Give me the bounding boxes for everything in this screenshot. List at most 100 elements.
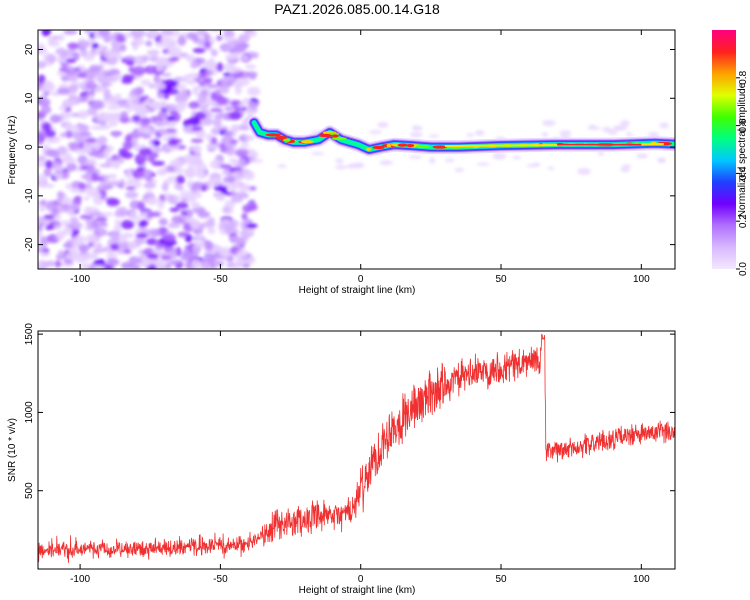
noise-blob (345, 164, 355, 169)
noise-blob (612, 125, 623, 130)
noise-blob (475, 129, 485, 136)
noise-blob (236, 250, 249, 255)
noise-blob (191, 126, 203, 131)
figure-title: PAZ1.2026.085.00.14.G18 (274, 1, 440, 17)
noise-blob (167, 50, 177, 57)
noise-blob (207, 227, 216, 235)
noise-blob (225, 53, 237, 61)
noise-blob (161, 255, 172, 260)
noise-blob (75, 148, 88, 154)
noise-blob (626, 131, 633, 137)
noise-blob (577, 168, 591, 175)
signal-hotspot (397, 143, 408, 147)
noise-blob (155, 41, 169, 48)
noise-blob (109, 179, 121, 187)
noise-blob (241, 212, 248, 221)
noise-blob (49, 114, 61, 124)
x-tick-label: 100 (633, 274, 650, 285)
y-tick-label: 1000 (24, 401, 35, 424)
noise-blob (221, 219, 231, 224)
noise-blob (38, 47, 48, 54)
noise-blob (124, 136, 133, 142)
noise-blob (230, 192, 243, 199)
y-tick-label: 10 (24, 92, 35, 104)
noise-blob (167, 223, 181, 229)
noise-blob (78, 110, 89, 119)
noise-blob (214, 185, 228, 191)
y-tick-label: -20 (24, 237, 35, 252)
x-tick-label: -50 (213, 274, 228, 285)
noise-blob (98, 30, 111, 37)
noise-blob (148, 30, 161, 37)
noise-blob (45, 138, 56, 144)
noise-blob (234, 148, 249, 158)
noise-blob (93, 176, 105, 182)
noise-blob (122, 232, 135, 239)
noise-blob (169, 260, 182, 265)
noise-blob (163, 148, 171, 154)
noise-blob (60, 50, 68, 59)
noise-blob (41, 82, 56, 92)
x-tick-label: -50 (213, 574, 228, 585)
y-tick-label: 0 (24, 144, 35, 150)
noise-blob (60, 200, 70, 205)
noise-blob (233, 125, 240, 130)
noise-blob (66, 162, 77, 172)
noise-blob (63, 100, 76, 107)
spectrogram-signal-trace (247, 115, 675, 157)
noise-blob (233, 265, 241, 269)
noise-blob (243, 30, 255, 34)
noise-blob (228, 158, 239, 163)
noise-blob (99, 221, 107, 227)
noise-blob (92, 244, 100, 249)
noise-blob (107, 120, 119, 127)
noise-blob (38, 225, 44, 232)
noise-blob (125, 191, 139, 199)
y-tick-label: 1500 (24, 323, 35, 346)
noise-blob (85, 206, 99, 213)
noise-blob (157, 128, 168, 136)
noise-blob (112, 132, 120, 138)
noise-blob (103, 88, 111, 98)
noise-blob (659, 122, 670, 129)
noise-blob (222, 46, 235, 51)
noise-blob (59, 132, 68, 138)
noise-blob (209, 108, 223, 113)
noise-blob (139, 144, 147, 149)
noise-blob (124, 181, 136, 186)
x-tick-label: -100 (70, 574, 90, 585)
noise-blob (68, 84, 79, 92)
noise-blob (128, 66, 135, 73)
noise-blob (69, 216, 79, 224)
noise-blob (203, 40, 212, 49)
noise-blob (84, 160, 98, 167)
noise-blob (128, 92, 136, 97)
noise-blob (148, 212, 161, 217)
y-tick-label: -10 (24, 188, 35, 203)
noise-blob (454, 167, 465, 172)
noise-blob (106, 198, 121, 207)
noise-blob (224, 106, 235, 111)
noise-blob (100, 212, 114, 217)
noise-blob (335, 165, 347, 170)
noise-blob (64, 122, 72, 131)
noise-blob (140, 79, 151, 86)
noise-blob (110, 231, 120, 242)
noise-blob (408, 155, 423, 159)
x-tick-label: 50 (495, 274, 507, 285)
noise-blob (547, 166, 555, 170)
signal-hotspot (386, 143, 392, 148)
noise-blob (38, 215, 45, 225)
signal-hotspot (415, 144, 430, 149)
noise-blob (123, 140, 133, 151)
noise-blob (245, 71, 258, 78)
noise-blob (210, 49, 218, 57)
noise-blob (92, 42, 99, 49)
noise-blob (216, 35, 223, 41)
noise-blob (186, 72, 200, 80)
noise-blob (161, 182, 169, 192)
noise-blob (93, 144, 101, 151)
noise-blob (234, 106, 248, 112)
noise-blob (247, 86, 261, 96)
spectrogram-frame (37, 29, 676, 270)
